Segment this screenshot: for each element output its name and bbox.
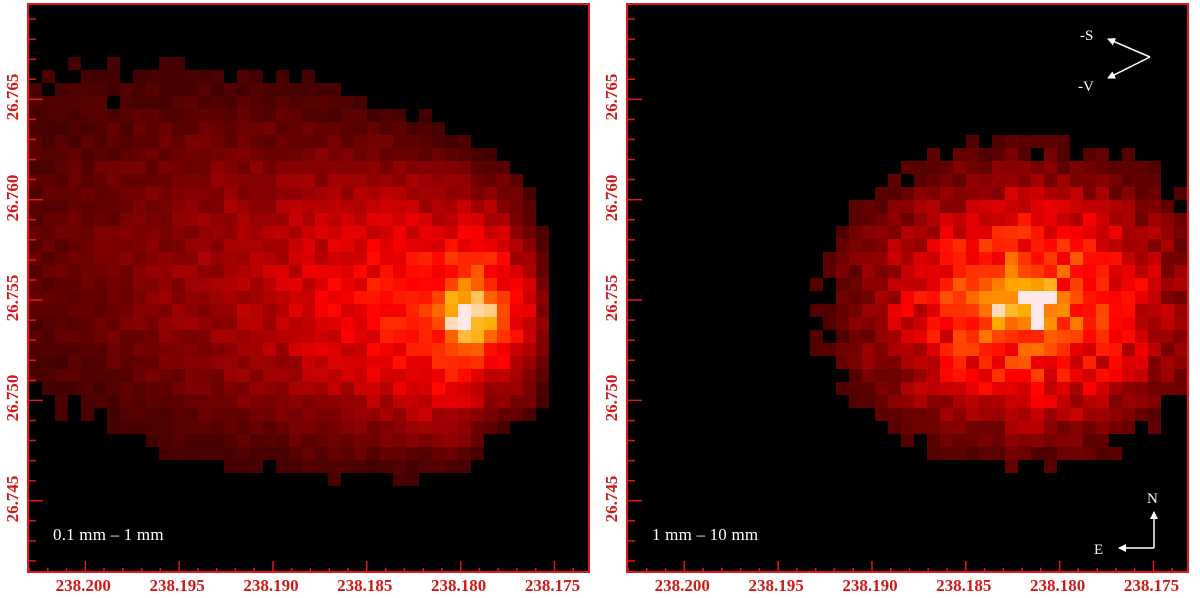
- y-tick-label: 26.755: [602, 274, 621, 322]
- x-tick-label: 238.190: [243, 576, 299, 595]
- x-tick-label: 238.180: [431, 576, 487, 595]
- right-heatmap-panel: -S -V N E 1 mm – 10 mm: [626, 3, 1189, 573]
- y-tick-label: 26.745: [602, 475, 621, 523]
- y-tick-label: 26.750: [602, 375, 621, 422]
- y-tick-label: 26.750: [3, 375, 22, 422]
- left-heatmap-panel: 0.1 mm – 1 mm: [27, 3, 590, 573]
- y-tick-label: 26.765: [602, 73, 621, 121]
- left-axis-ticks: [29, 18, 574, 571]
- x-tick-label: 238.180: [1030, 576, 1086, 595]
- left-size-range-label: 0.1 mm – 1 mm: [53, 525, 164, 544]
- sun-direction-arrow: [1107, 38, 1151, 58]
- y-tick-label: 26.765: [3, 73, 22, 121]
- y-tick-label: 26.760: [602, 174, 621, 222]
- right-heatmap-image: [628, 5, 1187, 571]
- y-tick-label: 26.745: [3, 475, 22, 523]
- sun-velocity-arrows: -S -V: [1078, 28, 1151, 95]
- velocity-direction-arrow: [1107, 56, 1151, 79]
- x-tick-label: 238.175: [1123, 576, 1180, 595]
- y-tick-label: 26.760: [3, 174, 22, 222]
- x-tick-label: 238.195: [149, 576, 205, 595]
- x-tick-label: 238.195: [748, 576, 804, 595]
- north-label: N: [1147, 491, 1158, 507]
- compass-overlay: -S -V N E: [1078, 28, 1158, 558]
- sun-label: -S: [1080, 28, 1093, 44]
- north-east-arrows: N E: [1094, 491, 1158, 558]
- east-label: E: [1094, 542, 1103, 558]
- x-tick-label: 238.200: [654, 576, 710, 595]
- x-tick-label: 238.185: [337, 576, 393, 595]
- x-tick-label: 238.190: [842, 576, 898, 595]
- x-tick-label: 238.175: [524, 576, 581, 595]
- y-tick-label: 26.755: [3, 274, 22, 322]
- velocity-label: -V: [1078, 79, 1094, 95]
- left-heatmap-image: [29, 5, 588, 571]
- right-axis-ticks: [628, 18, 1173, 571]
- right-size-range-label: 1 mm – 10 mm: [652, 525, 759, 544]
- x-tick-label: 238.185: [936, 576, 992, 595]
- x-tick-label: 238.200: [55, 576, 111, 595]
